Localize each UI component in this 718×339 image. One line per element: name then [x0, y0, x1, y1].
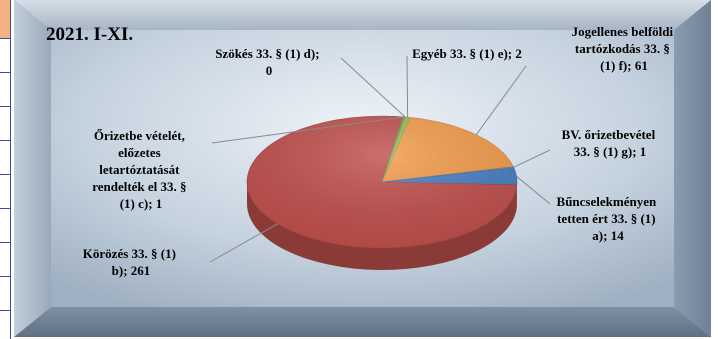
- label-buncselekmeny: Bűncselekményen tetten ért 33. § (1) a);…: [557, 194, 660, 243]
- leader-line-4: [211, 116, 405, 144]
- chart-title: 2021. I-XI.: [46, 24, 133, 45]
- pie-slice-side-3: [247, 182, 517, 270]
- adjacent-table-edge: [0, 0, 11, 339]
- leader-line-1: [513, 149, 551, 168]
- label-jogellenes: Jogellenes belföldi tartózkodás 33. § (1…: [572, 24, 677, 73]
- label-szokes: Szökés 33. § (1) d); 0: [215, 46, 323, 78]
- label-egyeb: Egyéb 33. § (1) e); 2: [412, 46, 522, 61]
- leader-line-3: [209, 223, 278, 263]
- chart-frame: 2021. I-XI. Jogellenes belföldi tartózko…: [14, 0, 711, 337]
- label-orizetbe: Őrizetbe vételét, előzetes letartóztatás…: [92, 128, 190, 211]
- leader-line-5: [340, 57, 406, 118]
- pie-highlight: [247, 116, 517, 248]
- leader-line-2: [516, 175, 551, 205]
- leader-line-0: [475, 65, 527, 136]
- pie-chart: 2021. I-XI. Jogellenes belföldi tartózko…: [14, 0, 711, 337]
- leader-line-6: [406, 55, 409, 118]
- label-korozes: Körözés 33. § (1) b); 261: [83, 246, 179, 278]
- label-bv: BV. őrizetbevétel 33. § (1) g); 1: [562, 127, 659, 159]
